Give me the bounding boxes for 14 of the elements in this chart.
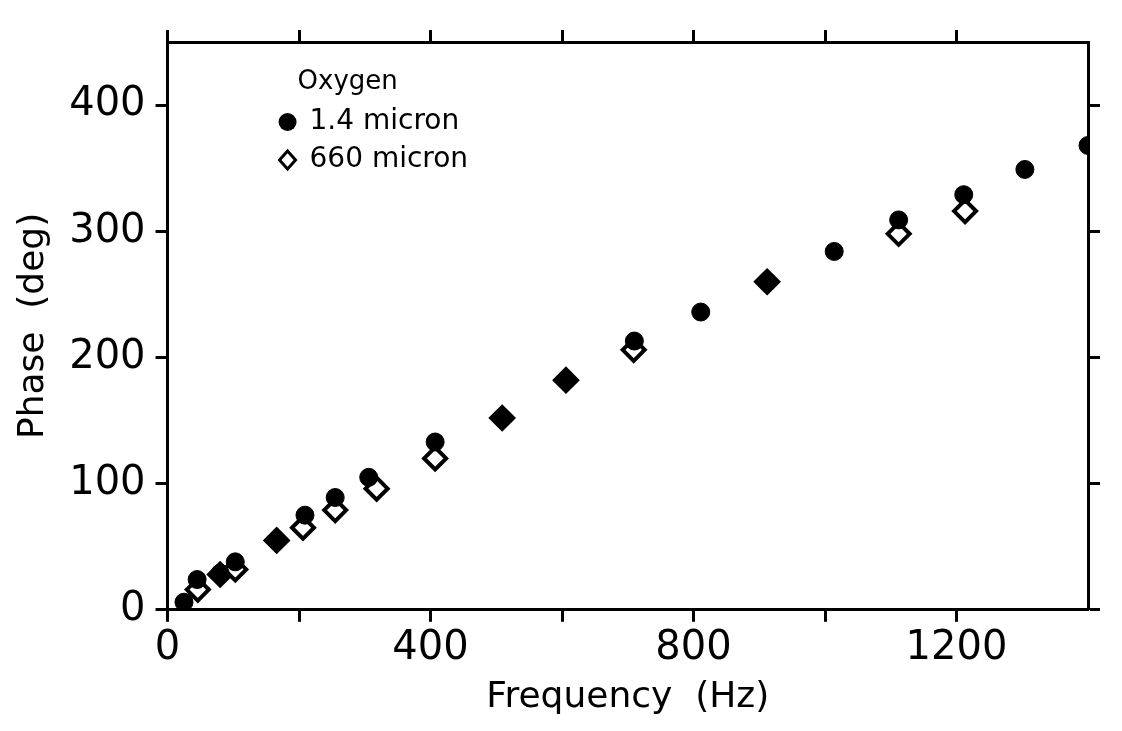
y-tick-label: 300	[69, 204, 146, 251]
y-tick-label: 100	[69, 457, 146, 504]
legend-label: 1.4 micron	[309, 103, 460, 137]
y-tick-label: 400	[69, 78, 146, 125]
y-axis-title: Phase (deg)	[9, 212, 51, 440]
x-tick-label: 0	[154, 622, 181, 669]
x-axis-title: Frequency (Hz)	[486, 673, 770, 715]
y-tick-label: 0	[120, 583, 146, 630]
y-tick-label: 200	[69, 330, 146, 377]
legend-title: Oxygen	[297, 64, 398, 95]
x-tick-label: 800	[655, 622, 732, 669]
x-tick-label: 400	[392, 622, 469, 669]
x-tick-label: 1200	[905, 622, 1008, 669]
legend-label: 660 micron	[309, 141, 469, 175]
